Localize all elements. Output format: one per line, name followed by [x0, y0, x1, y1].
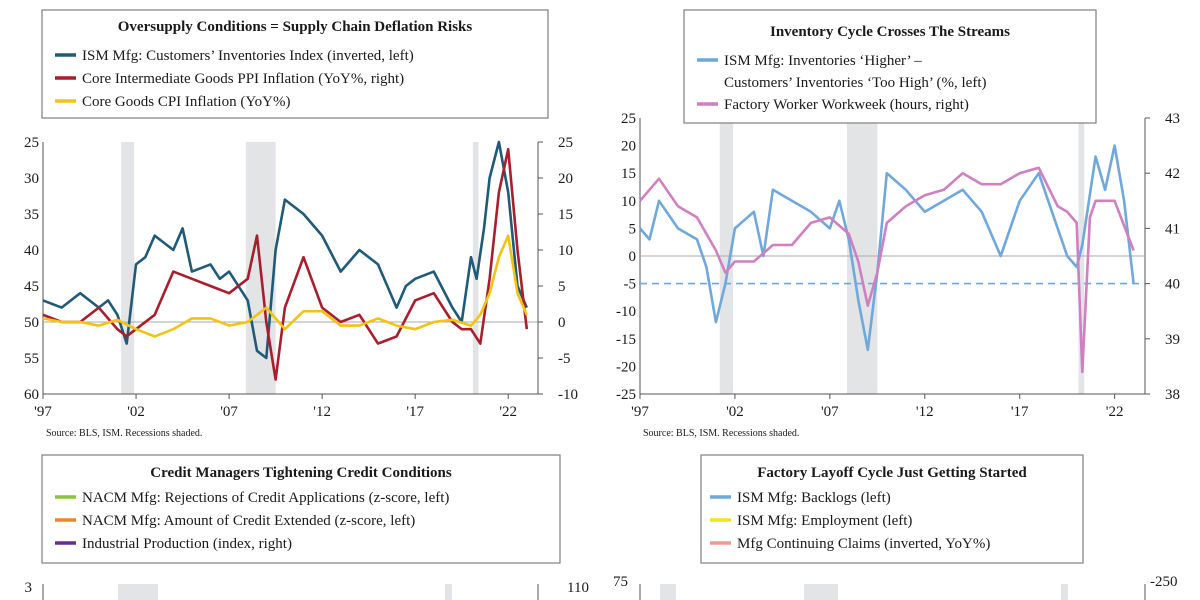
y-tick-label: 0 [558, 315, 566, 331]
y-tick-label: 5 [629, 221, 637, 237]
y-tick-label: 0 [629, 249, 637, 265]
legend: Oversupply Conditions = Supply Chain Def… [41, 9, 549, 119]
y-tick-label: 40 [24, 243, 39, 259]
legend-label: ISM Mfg: Backlogs (left) [737, 490, 891, 506]
y-tick-label: 43 [1165, 111, 1180, 127]
recession-band [121, 142, 135, 394]
y-tick-label: 25 [24, 135, 39, 151]
y-tick-label: 38 [1165, 387, 1180, 403]
y-tick-label: -10 [558, 387, 578, 403]
legend-label: ISM Mfg: Customers’ Inventories Index (i… [82, 48, 414, 64]
x-tick-label: '97 [631, 404, 649, 420]
recession-band [660, 584, 676, 600]
recession-band [445, 584, 452, 600]
y-tick-label: 5 [558, 279, 566, 295]
y-tick-label: 41 [1165, 221, 1180, 237]
legend-label: NACM Mfg: Rejections of Credit Applicati… [82, 490, 449, 506]
plot-frame [42, 142, 539, 395]
plot-frame [639, 118, 1146, 395]
chart-title: Factory Layoff Cycle Just Getting Starte… [757, 465, 1027, 481]
x-tick-label: '07 [821, 404, 839, 420]
y-tick-label: 40 [1165, 277, 1180, 293]
series-line-1 [42, 147, 529, 381]
y-tick-label: 15 [558, 207, 573, 223]
y-tick-label: -250 [1150, 574, 1178, 590]
legend: Inventory Cycle Crosses The Streams ISM … [683, 9, 1097, 124]
y-tick-label: 3 [25, 580, 33, 596]
y-tick-label: 110 [567, 580, 589, 596]
x-tick-label: '97 [34, 404, 52, 420]
panel-inventory-cycle: 25 20 15 10 5 0 -5 -10 -15 -20 -25 43 42 41 40 39 38 '97 '… [616, 9, 1180, 439]
y-tick-label: -15 [616, 332, 636, 348]
x-tick-label: '17 [1011, 404, 1029, 420]
legend-label: Mfg Continuing Claims (inverted, YoY%) [737, 536, 990, 552]
recession-band [118, 584, 158, 600]
series-line-2 [42, 234, 528, 338]
y-tick-label: 39 [1165, 332, 1180, 348]
y-tick-label: 55 [24, 351, 39, 367]
source-note: Source: BLS, ISM. Recessions shaded. [643, 428, 799, 439]
y-tick-label: -25 [616, 387, 636, 403]
y-tick-label: 45 [24, 279, 39, 295]
y-tick-label: 25 [558, 135, 573, 151]
legend-label: Core Goods CPI Inflation (YoY%) [82, 94, 290, 110]
recession-band [804, 584, 838, 600]
y-tick-label: -5 [624, 277, 637, 293]
y-tick-label: 20 [558, 171, 573, 187]
series-line-0 [42, 140, 528, 360]
y-tick-label: 20 [621, 139, 636, 155]
x-tick-label: '22 [499, 404, 517, 420]
legend: Factory Layoff Cycle Just Getting Starte… [700, 454, 1084, 564]
y-tick-label: 30 [24, 171, 39, 187]
x-tick-label: '12 [313, 404, 331, 420]
panel-oversupply: 25303540455055602520151050-5-10'97'02'07… [24, 9, 578, 439]
legend-label: ISM Mfg: Employment (left) [737, 513, 912, 529]
y-tick-label: 10 [558, 243, 573, 259]
chart-title: Inventory Cycle Crosses The Streams [770, 24, 1010, 40]
y-tick-label: 10 [621, 194, 636, 210]
y-tick-label: -10 [616, 304, 636, 320]
y-tick-label: 42 [1165, 166, 1180, 182]
panel-credit-managers: 3 110 Credit Managers Tightening Credit … [25, 454, 589, 600]
panel-factory-layoff: 75 -250 Factory Layoff Cycle Just Gettin… [613, 454, 1178, 600]
y-tick-label: -5 [558, 351, 571, 367]
x-tick-label: '17 [406, 404, 424, 420]
source-note: Source: BLS, ISM. Recessions shaded. [46, 428, 202, 439]
x-tick-label: '22 [1106, 404, 1124, 420]
y-tick-label: -20 [616, 359, 636, 375]
x-tick-label: '12 [916, 404, 934, 420]
legend-label: ISM Mfg: Inventories ‘Higher’ – Customers… [724, 53, 987, 91]
series-line-0 [639, 144, 1135, 352]
y-tick-label: 60 [24, 387, 39, 403]
chart-title: Credit Managers Tightening Credit Condit… [150, 465, 452, 481]
y-tick-label: 75 [613, 574, 628, 590]
legend-label: Core Intermediate Goods PPI Inflation (Y… [82, 71, 404, 87]
recession-band [472, 142, 479, 394]
x-tick-label: '02 [127, 404, 145, 420]
legend-label: Industrial Production (index, right) [82, 536, 292, 552]
y-tick-label: 50 [24, 315, 39, 331]
x-tick-label: '07 [220, 404, 238, 420]
legend: Credit Managers Tightening Credit Condit… [41, 454, 561, 564]
y-tick-label: 25 [621, 111, 636, 127]
y-tick-label: 35 [24, 207, 39, 223]
legend-label: NACM Mfg: Amount of Credit Extended (z-s… [82, 513, 415, 529]
recession-band [1061, 584, 1068, 600]
legend-label: Factory Worker Workweek (hours, right) [724, 97, 969, 113]
y-tick-label: 15 [621, 166, 636, 182]
chart-title: Oversupply Conditions = Supply Chain Def… [118, 19, 473, 35]
series-line-1 [639, 166, 1135, 374]
x-tick-label: '02 [726, 404, 744, 420]
